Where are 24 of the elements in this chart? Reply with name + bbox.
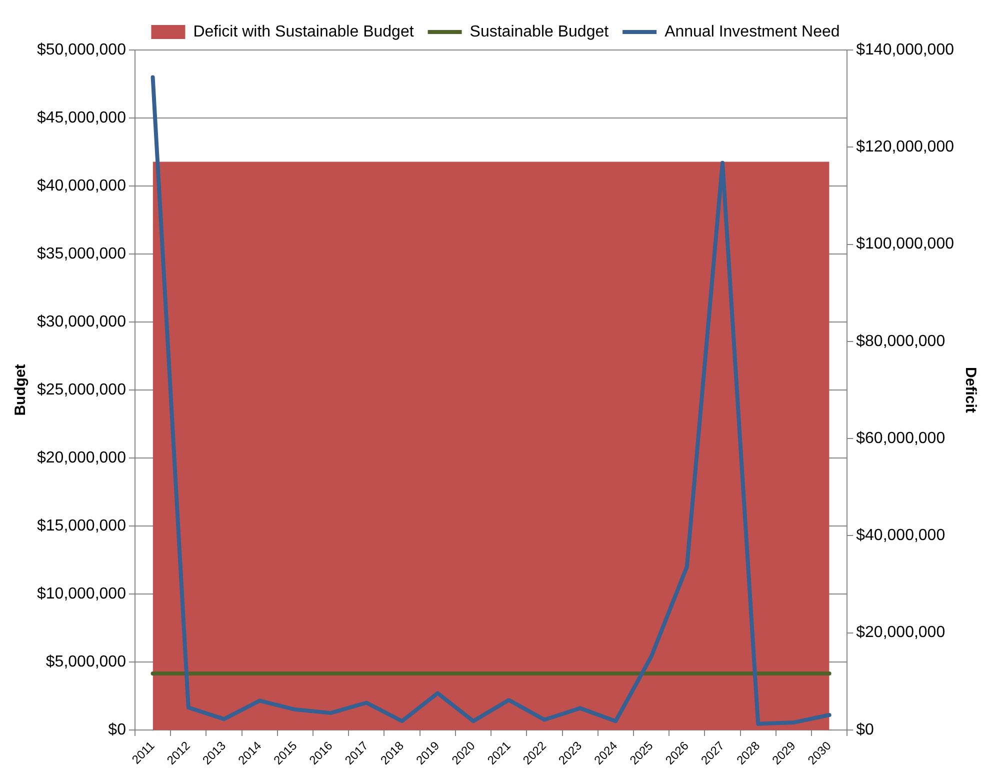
y2-tick-label: $80,000,000 xyxy=(856,332,946,350)
y2-axis-title: Deficit xyxy=(962,367,979,413)
y-tick-label: $5,000,000 xyxy=(46,653,126,670)
y2-tick-label: $120,000,000 xyxy=(856,138,954,156)
y-tick-label: $35,000,000 xyxy=(36,245,126,262)
y2-tick-label: $20,000,000 xyxy=(856,624,946,642)
y-tick-label: $45,000,000 xyxy=(36,109,126,126)
y2-tick-label: $0 xyxy=(856,721,874,738)
legend-label: Annual Investment Need xyxy=(664,23,840,40)
legend-label: Deficit with Sustainable Budget xyxy=(193,23,414,40)
y2-tick-label: $100,000,000 xyxy=(856,236,954,253)
y-tick-label: $50,000,000 xyxy=(36,41,126,58)
y-tick-label: $20,000,000 xyxy=(36,449,126,466)
y-tick-label: $40,000,000 xyxy=(36,177,126,194)
legend-label: Sustainable Budget xyxy=(470,23,610,40)
y-tick-label: $10,000,000 xyxy=(36,585,126,602)
y-tick-label: $15,000,000 xyxy=(36,517,126,534)
y-tick-label: $25,000,000 xyxy=(36,381,126,398)
y-tick-label: $0 xyxy=(108,721,126,738)
y-axis-title: Budget xyxy=(12,364,30,416)
y2-tick-label: $140,000,000 xyxy=(856,41,954,58)
y-tick-label: $30,000,000 xyxy=(36,313,126,330)
y2-tick-label: $40,000,000 xyxy=(856,527,946,544)
y2-tick-label: $60,000,000 xyxy=(856,430,946,447)
